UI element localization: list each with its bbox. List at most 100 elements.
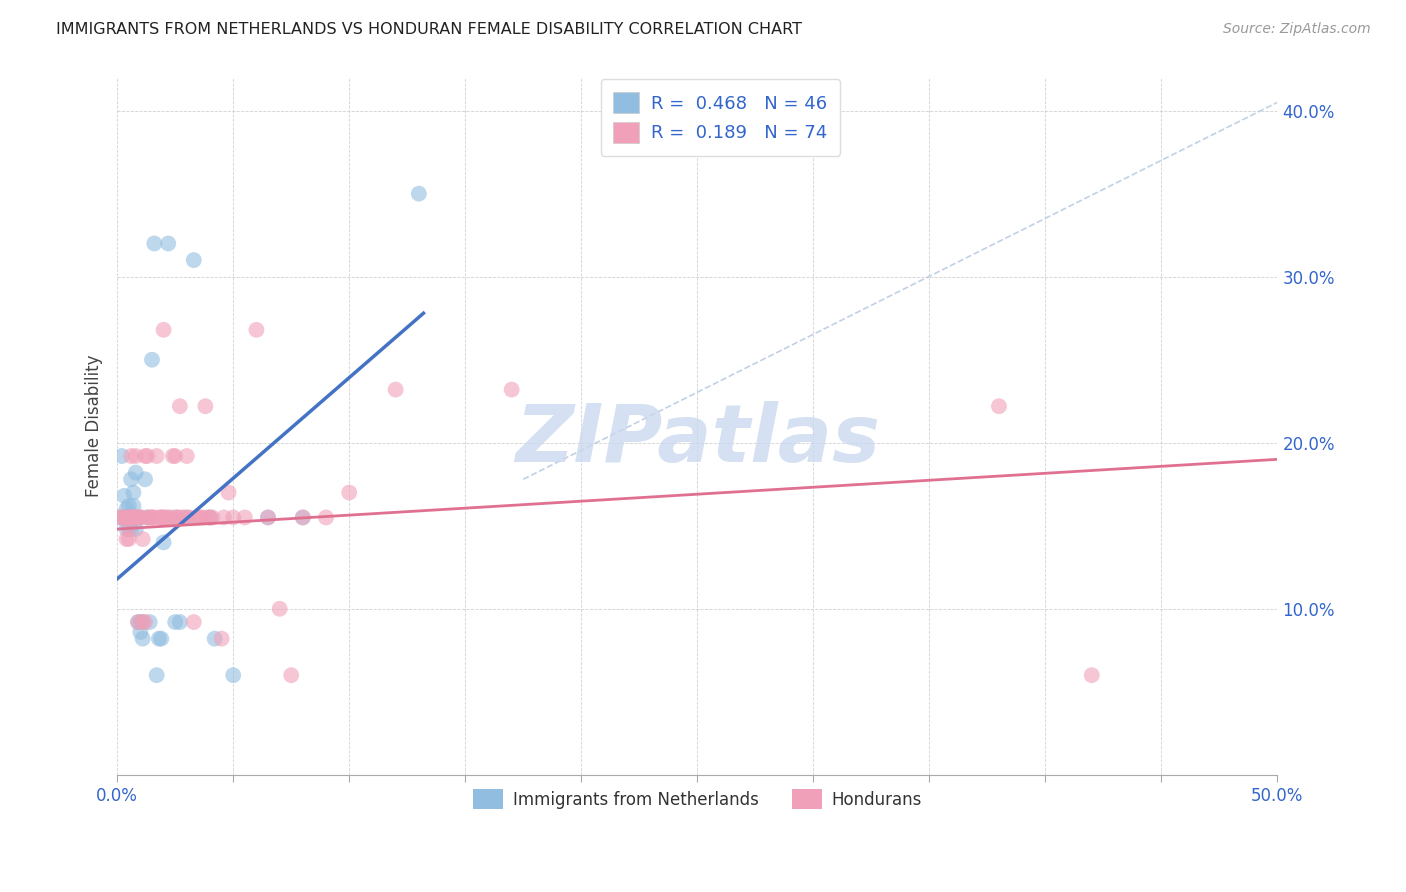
Point [118, 532, 141, 546]
Point [337, 485, 360, 500]
Point [122, 510, 145, 524]
Point [122, 510, 145, 524]
Point [184, 510, 207, 524]
Point [125, 510, 148, 524]
Point [280, 668, 302, 682]
Point [384, 383, 406, 397]
Point [120, 510, 142, 524]
Point [169, 399, 191, 413]
Y-axis label: Female Disability: Female Disability [86, 355, 103, 498]
Point [212, 510, 235, 524]
Point [172, 510, 194, 524]
Point [143, 236, 166, 251]
Point [127, 615, 149, 629]
Point [122, 485, 145, 500]
Point [162, 449, 184, 463]
Point [245, 323, 267, 337]
Point [145, 668, 167, 682]
Point [194, 399, 217, 413]
Point [165, 510, 187, 524]
Point [150, 510, 173, 524]
Point [222, 510, 245, 524]
Point [138, 615, 160, 629]
Point [150, 510, 173, 524]
Point [122, 510, 145, 524]
Point [115, 502, 138, 516]
Text: ZIPatlas: ZIPatlas [515, 401, 880, 479]
Point [125, 449, 148, 463]
Point [141, 352, 163, 367]
Text: Source: ZipAtlas.com: Source: ZipAtlas.com [1223, 22, 1371, 37]
Point [120, 449, 142, 463]
Point [173, 510, 195, 524]
Point [125, 466, 148, 480]
Point [120, 522, 142, 536]
Point [112, 510, 135, 524]
Point [112, 489, 135, 503]
Point [129, 510, 152, 524]
Point [155, 510, 177, 524]
Point [190, 510, 212, 524]
Point [129, 510, 152, 524]
Point [141, 510, 163, 524]
Point [987, 399, 1010, 413]
Point [112, 510, 135, 524]
Point [197, 510, 219, 524]
Point [132, 615, 155, 629]
Point [120, 472, 142, 486]
Point [115, 522, 138, 536]
Point [152, 323, 174, 337]
Text: IMMIGRANTS FROM NETHERLANDS VS HONDURAN FEMALE DISABILITY CORRELATION CHART: IMMIGRANTS FROM NETHERLANDS VS HONDURAN … [56, 22, 803, 37]
Point [115, 532, 138, 546]
Point [150, 632, 173, 646]
Point [125, 510, 148, 524]
Point [157, 236, 180, 251]
Point [204, 632, 226, 646]
Point [218, 485, 240, 500]
Point [120, 510, 142, 524]
Point [111, 510, 134, 524]
Point [136, 449, 159, 463]
Point [257, 510, 280, 524]
Point [148, 632, 170, 646]
Point [136, 510, 159, 524]
Point [165, 449, 187, 463]
Point [176, 510, 198, 524]
Point [291, 510, 314, 524]
Point [166, 510, 188, 524]
Point [143, 510, 166, 524]
Point [179, 510, 201, 524]
Point [183, 615, 205, 629]
Point [115, 510, 138, 524]
Point [165, 615, 187, 629]
Point [148, 510, 170, 524]
Point [118, 518, 141, 533]
Point [129, 615, 152, 629]
Point [132, 615, 155, 629]
Point [191, 510, 214, 524]
Point [136, 510, 159, 524]
Point [118, 499, 141, 513]
Point [166, 510, 188, 524]
Point [108, 510, 131, 524]
Point [269, 601, 291, 615]
Point [222, 668, 245, 682]
Point [129, 625, 152, 640]
Point [198, 510, 221, 524]
Point [134, 472, 156, 486]
Point [501, 383, 523, 397]
Point [108, 510, 131, 524]
Point [233, 510, 256, 524]
Point [127, 615, 149, 629]
Point [134, 615, 156, 629]
Point [257, 510, 280, 524]
Point [315, 510, 337, 524]
Point [111, 449, 134, 463]
Point [408, 186, 430, 201]
Point [120, 510, 142, 524]
Point [176, 449, 198, 463]
Point [115, 510, 138, 524]
Point [127, 510, 149, 524]
Point [169, 615, 191, 629]
Point [201, 510, 224, 524]
